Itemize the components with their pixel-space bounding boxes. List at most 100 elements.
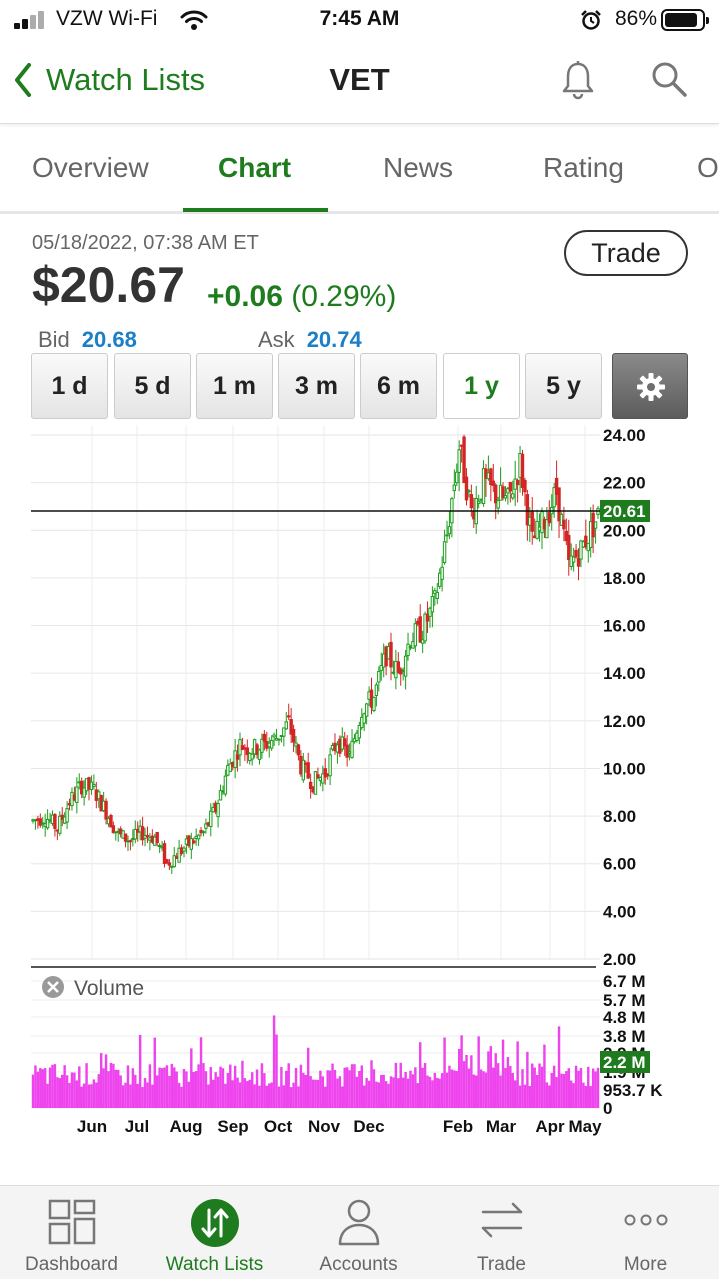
volume-bar [343,1067,346,1108]
tab-chart[interactable]: Chart [218,152,292,183]
range-1m-button[interactable]: 1 m [196,353,273,419]
candle-down [145,834,150,837]
candle-up [379,664,383,671]
candle-up [452,484,457,492]
time-axis-label: May [568,1117,602,1136]
volume-bar [367,1080,371,1108]
candle-down [165,859,169,864]
candle-up [476,501,481,504]
chevron-left-icon [15,63,31,97]
tab-news[interactable]: News [383,152,454,183]
chart-settings-button[interactable] [612,353,688,419]
volume-bar [155,1075,159,1108]
tab-rating[interactable]: Rating [543,152,624,183]
volume-bar [321,1076,325,1108]
price-axis-label: 8.00 [603,807,636,826]
price-change: +0.06 (0.29%) [207,280,396,314]
volume-bar [99,1053,103,1108]
tabbar-accounts[interactable]: Accounts [287,1186,430,1279]
tabbar-trade-label: Trade [477,1254,526,1275]
range-5y-button[interactable]: 5 y [525,353,602,419]
range-6m-button[interactable]: 6 m [360,353,437,419]
dashboard-icon [48,1199,95,1245]
range-1y-button[interactable]: 1 y [443,353,520,419]
volume-bar [482,1071,485,1108]
candle-down [316,774,320,779]
tabbar-trade[interactable]: Trade [430,1186,573,1279]
candle-down [462,436,466,484]
volume-bar [528,1086,532,1108]
volume-axis-label: 0 [603,1099,612,1118]
volume-bar [126,1065,130,1108]
volume-bar [501,1039,505,1108]
volume-bar [436,1077,439,1108]
carrier-label: VZW Wi-Fi [56,7,158,30]
volume-bar [168,1075,171,1108]
trade-button[interactable]: Trade [564,230,688,276]
back-label: Watch Lists [46,62,206,97]
candle-up [496,499,500,509]
tabbar-dashboard[interactable]: Dashboard [0,1186,143,1279]
candle-up [372,696,376,712]
volume-bar [538,1063,541,1108]
candle-up [301,759,306,781]
volume-bar [345,1067,349,1108]
volume-bar [423,1063,427,1108]
range-3m-button[interactable]: 3 m [278,353,355,419]
tabbar-watch-lists[interactable]: Watch Lists [143,1186,286,1279]
candle-down [508,481,513,492]
range-1d-button[interactable]: 1 d [31,353,108,419]
volume-bar [589,1086,592,1108]
battery-icon [661,9,709,31]
candle-up [374,684,379,696]
volume-bar [552,1065,556,1108]
candle-up [45,818,50,829]
volume-bar [487,1051,490,1108]
bell-icon[interactable] [560,60,596,100]
candle-up [420,639,425,644]
volume-bar [216,1076,220,1108]
volume-bar [180,1086,183,1108]
candle-up [65,808,69,823]
volume-bar [138,1034,142,1108]
price-axis-label: 4.00 [603,902,636,921]
volume-bar [550,1072,553,1108]
candle-up [223,775,228,795]
tabbar-accounts-label: Accounts [319,1254,398,1275]
volume-bar [277,1086,281,1108]
volume-bar [46,1083,49,1108]
accounts-icon [338,1199,379,1246]
candle-down [323,768,327,778]
candle-up [435,591,439,599]
candle-up [321,773,325,784]
search-icon[interactable] [650,60,688,100]
volume-bar [202,1063,205,1108]
price-chart[interactable]: 24.00 22.00 20.00 18.00 16.00 14.00 12.00 10.00… [0,420,719,1160]
navigation-bar: Watch Lists VET [0,40,719,124]
candle-down [53,814,57,829]
candle-up [357,724,362,739]
tab-overview[interactable]: Overview [32,152,149,183]
last-volume-badge-label: 2.2 M [603,1053,646,1072]
volume-bar [309,1076,312,1108]
volume-bar [450,1069,454,1108]
candle-down [520,453,525,489]
volume-bar [523,1084,527,1108]
volume-bar [121,1085,125,1108]
change-percent: (0.29%) [291,280,397,313]
tab-more-truncated[interactable]: O [697,152,719,183]
volume-bar [594,1071,597,1108]
volume-bar [258,1085,261,1108]
tabbar-more[interactable]: More [574,1186,717,1279]
candle-up [58,815,62,834]
price-axis-label: 24.00 [603,426,646,445]
trade-icon [481,1202,522,1238]
range-5d-button[interactable]: 5 d [114,353,191,419]
volume-bar [465,1054,468,1108]
candle-up [182,847,186,852]
volume-bar [229,1064,232,1108]
volume-bar [394,1062,398,1108]
back-button[interactable]: Watch Lists [14,60,205,100]
volume-bar [153,1037,156,1108]
volume-bar [421,1067,424,1108]
